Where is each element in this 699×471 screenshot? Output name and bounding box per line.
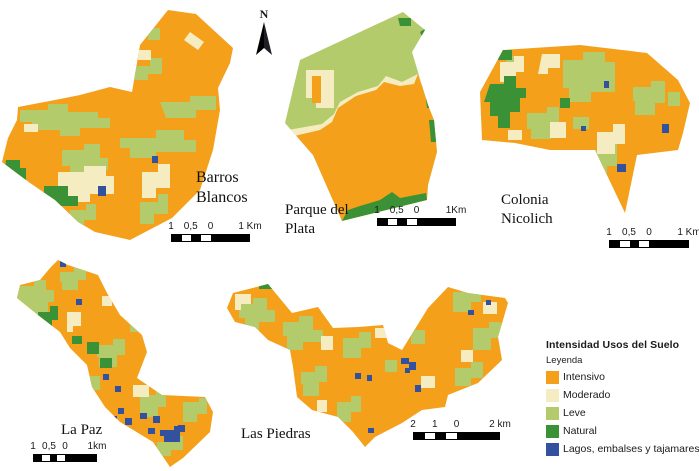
label-colonia-nicolich: Colonia Nicolich — [501, 192, 553, 227]
scalebar-colonia-nicolich: 1 0,5 0 1 Km — [606, 227, 699, 249]
scalebar-bar — [33, 454, 97, 462]
parque-intensivo-strip — [312, 76, 321, 103]
scalebar-labels: 2 1 0 2 km — [410, 419, 511, 430]
legend-subtitle: Leyenda — [546, 355, 583, 366]
scalebar-la-paz: 1 0,5 0 1km — [30, 441, 107, 463]
intensivo-swatch — [546, 370, 559, 384]
legend-item-intensivo: Intensivo — [546, 370, 698, 384]
label-barros-blancos: Barros Blancos — [196, 169, 248, 206]
legend-title: Intensidad Usos del Suelo — [546, 339, 680, 351]
map-barros-blancos — [2, 10, 233, 240]
map-la-paz — [17, 260, 213, 467]
scalebar-labels: 1 0,5 0 1Km — [374, 205, 467, 216]
label-la-paz: La Paz — [61, 422, 103, 438]
scalebar-labels: 1 0,5 0 1km — [30, 441, 107, 452]
scalebar-las-piedras: 2 1 0 2 km — [410, 419, 511, 441]
legend-item-moderado: Moderado — [546, 388, 698, 402]
north-arrow-icon — [256, 22, 272, 55]
label-parque-del-plata: Parque del Plata — [285, 202, 349, 237]
legend: Intensidad Usos del Suelo Leyenda Intens… — [546, 339, 699, 456]
scalebar-bar — [377, 218, 456, 226]
parque-intensivo-region — [290, 74, 437, 221]
scalebar-barros-blancos: 1 0,5 0 1 Km — [168, 221, 262, 243]
scalebar-labels: 1 0,5 0 1 Km — [168, 221, 262, 232]
leve-swatch — [546, 406, 559, 420]
scalebar-bar — [609, 240, 689, 248]
colonia-lagos-patches — [581, 81, 669, 172]
north-label: N — [259, 7, 269, 21]
legend-item-lagos: Lagos, embalses y tajamares — [546, 442, 699, 456]
map-colonia-nicolich — [480, 45, 690, 213]
scalebar-bar — [413, 432, 500, 440]
laspiedras-natural-patches — [259, 284, 277, 289]
north-arrow: N — [251, 7, 277, 63]
lapaz-moderado-patches — [67, 296, 149, 397]
moderado-swatch — [546, 388, 559, 402]
parque-moderado-band — [288, 74, 422, 152]
map-parque-del-plata — [285, 12, 437, 221]
scalebar-bar — [171, 234, 250, 242]
barros-lagos-patches — [98, 156, 158, 196]
scalebar-labels: 1 0,5 0 1 Km — [606, 227, 699, 238]
legend-item-leve: Leve — [546, 406, 698, 420]
label-las-piedras: Las Piedras — [241, 426, 311, 442]
laspiedras-lagos-patches — [355, 300, 491, 433]
legend-item-natural: Natural — [546, 424, 698, 438]
lagos-swatch — [546, 442, 559, 456]
map-las-piedras — [227, 284, 508, 447]
colonia-moderado-patches — [500, 54, 625, 154]
natural-swatch — [546, 424, 559, 438]
scalebar-parque-del-plata: 1 0,5 0 1Km — [374, 205, 467, 227]
laspiedras-leve-patches — [239, 288, 501, 422]
